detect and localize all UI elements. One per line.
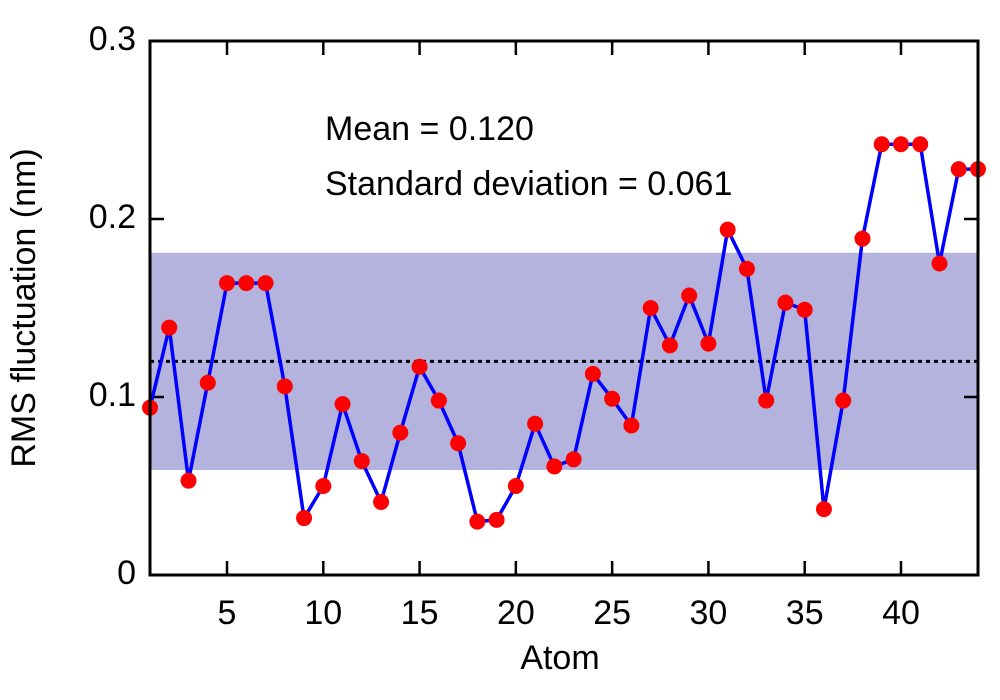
data-point [873, 136, 890, 153]
data-point [661, 337, 678, 354]
x-tick-label: 40 [882, 594, 920, 632]
data-point [777, 294, 794, 311]
data-point [912, 136, 929, 153]
data-point [296, 510, 313, 527]
data-point [527, 415, 544, 432]
data-point [700, 335, 717, 352]
data-point [199, 374, 216, 391]
data-point [488, 511, 505, 528]
data-point [411, 358, 428, 375]
data-point [392, 424, 409, 441]
series-line [148, 142, 978, 524]
x-tick-label: 30 [690, 594, 728, 632]
data-point [719, 221, 736, 238]
data-point [565, 451, 582, 468]
data-point [584, 365, 601, 382]
x-tick-label: 20 [497, 594, 535, 632]
data-point [738, 260, 755, 277]
data-point [257, 275, 274, 292]
plot-underlay [150, 252, 978, 470]
data-point [681, 287, 698, 304]
plot-frame [148, 39, 980, 577]
y-tick-label: 0.3 [89, 20, 136, 58]
data-point [758, 392, 775, 409]
data-point [642, 300, 659, 316]
x-tick-label: 5 [218, 594, 237, 632]
data-point [835, 392, 852, 409]
data-point [315, 478, 332, 494]
std-band [150, 252, 978, 470]
y-axis-label: RMS fluctuation (nm) [5, 148, 43, 467]
data-point [507, 478, 524, 494]
y-tick-label: 0 [117, 554, 136, 592]
x-tick-label: 15 [401, 594, 439, 632]
y-tick-label: 0.2 [89, 198, 136, 236]
data-point [604, 390, 621, 407]
data-point [450, 435, 467, 452]
annotation: Standard deviation = 0.061 [325, 165, 732, 203]
x-tick-label: 10 [304, 594, 342, 632]
x-tick-label: 25 [593, 594, 631, 632]
annotation: Mean = 0.120 [325, 110, 534, 148]
data-point [892, 136, 909, 153]
data-point [334, 396, 351, 413]
data-point [469, 513, 486, 530]
data-point [546, 458, 563, 475]
data-point [353, 453, 370, 470]
data-point [219, 275, 236, 292]
data-point [931, 255, 948, 272]
data-point [238, 275, 255, 292]
data-point [180, 472, 197, 489]
data-point [161, 319, 178, 336]
data-point [950, 161, 967, 178]
data-point [815, 501, 832, 518]
data-point [276, 378, 293, 395]
x-axis-label: Atom [520, 639, 599, 677]
data-point [854, 230, 871, 247]
data-point [430, 392, 447, 409]
y-tick-label: 0.1 [89, 376, 136, 414]
data-point [373, 494, 390, 511]
x-tick-label: 35 [786, 594, 824, 632]
data-point [623, 417, 640, 434]
data-point [796, 301, 813, 318]
